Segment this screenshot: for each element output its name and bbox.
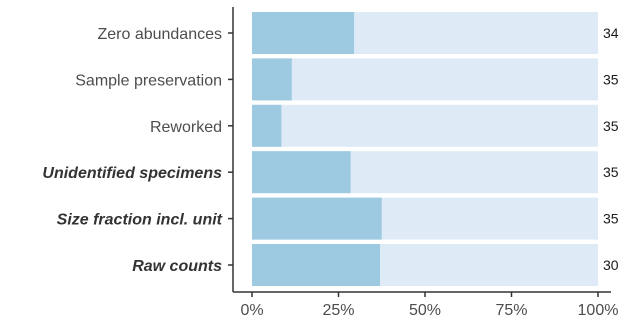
category-label-size-fraction-incl-unit: Size fraction incl. unit [57, 212, 223, 229]
count-label-sample-preservation: 35 [603, 71, 619, 87]
bar-value-zero-abundances [252, 12, 355, 54]
x-tick-label-3: 75% [495, 302, 527, 319]
bars-layer [252, 12, 598, 286]
x-tick-label-2: 50% [409, 302, 441, 319]
count-label-unidentified-specimens: 35 [603, 164, 619, 180]
bar-value-sample-preservation [252, 58, 292, 101]
count-label-size-fraction-incl-unit: 35 [603, 211, 619, 227]
bar-value-reworked [252, 104, 282, 147]
category-label-sample-preservation: Sample preservation [75, 72, 222, 89]
bar-value-unidentified-specimens [252, 151, 351, 194]
x-axis-ticks: 0% 25% 50% 75% 100% [240, 292, 618, 319]
count-label-reworked: 35 [603, 118, 619, 134]
x-tick-label-0: 0% [240, 302, 263, 319]
count-label-zero-abundances: 34 [603, 25, 619, 41]
category-label-zero-abundances: Zero abundances [97, 26, 222, 43]
bar-remainder-sample-preservation [252, 58, 598, 101]
category-label-raw-counts: Raw counts [132, 258, 222, 275]
bar-value-raw-counts [252, 244, 381, 286]
y-axis-labels: Zero abundances Sample preservation Rework… [42, 26, 233, 275]
x-tick-label-4: 100% [578, 302, 619, 319]
bar-remainder-reworked [252, 104, 598, 147]
x-tick-label-1: 25% [322, 302, 354, 319]
count-label-raw-counts: 30 [603, 257, 619, 273]
category-label-unidentified-specimens: Unidentified specimens [42, 165, 222, 182]
bar-value-size-fraction-incl-unit [252, 197, 382, 240]
category-label-reworked: Reworked [150, 119, 222, 136]
count-labels: 34 35 35 35 35 30 [603, 25, 619, 273]
